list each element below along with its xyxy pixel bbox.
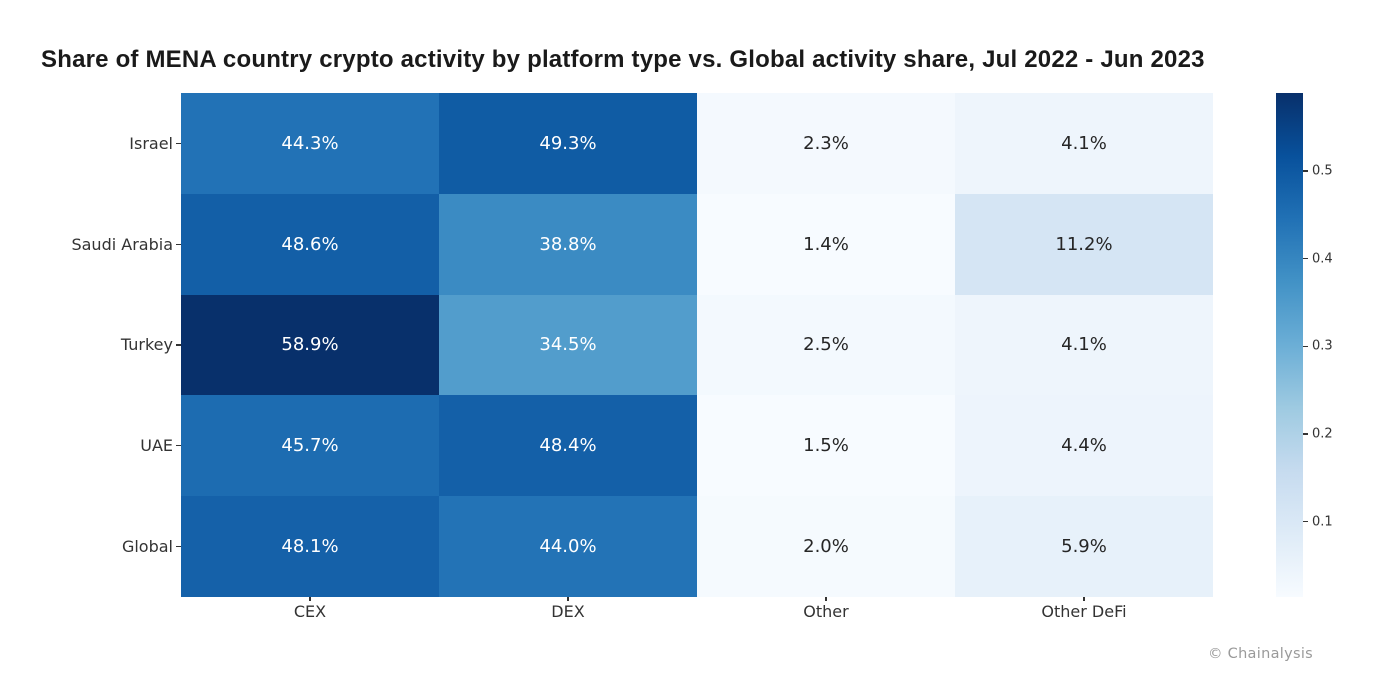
y-tick-mark — [176, 545, 181, 548]
y-tick-label: Turkey — [120, 335, 173, 355]
colorbar-tick-label: 0.2 — [1312, 426, 1333, 442]
y-tick-mark — [176, 344, 181, 346]
heatmap-cell: 48.1% — [181, 496, 439, 597]
y-tick-label: Saudi Arabia — [71, 234, 173, 254]
heatmap-cell: 48.4% — [439, 395, 697, 497]
colorbar-tick-mark — [1303, 520, 1308, 523]
heatmap-cell: 4.1% — [955, 294, 1213, 396]
x-tick-mark — [567, 597, 569, 601]
colorbar-tick-label: 0.4 — [1312, 251, 1333, 267]
x-tick-label: DEX — [551, 602, 585, 621]
chart-title: Share of MENA country crypto activity by… — [41, 46, 1205, 73]
y-tick-label: Israel — [129, 133, 173, 153]
colorbar-tick-label: 0.5 — [1312, 163, 1333, 179]
colorbar-tick-mark — [1303, 170, 1308, 172]
colorbar-tick-label: 0.3 — [1312, 338, 1333, 354]
heatmap-cell: 45.7% — [181, 395, 439, 497]
heatmap-cell: 48.6% — [181, 193, 439, 295]
x-tick-label: Other DeFi — [1041, 602, 1127, 621]
x-tick-mark — [309, 597, 311, 601]
heatmap-cell: 1.5% — [697, 395, 955, 497]
y-axis-labels: Israel Saudi Arabia Turkey UAE Global — [0, 93, 173, 597]
x-axis-labels: CEX DEX Other Other DeFi — [181, 602, 1213, 621]
y-tick-mark — [176, 142, 181, 145]
heatmap-cell: 38.8% — [439, 193, 697, 295]
heatmap-cell: 44.3% — [181, 93, 439, 194]
colorbar-tick-mark — [1303, 345, 1308, 347]
colorbar-tick-mark — [1303, 433, 1308, 435]
heatmap-cell: 4.1% — [955, 93, 1213, 194]
heatmap-cell: 4.4% — [955, 395, 1213, 497]
y-tick-label: UAE — [140, 436, 173, 456]
x-tick-label: Other — [803, 602, 849, 621]
heatmap-cell: 2.3% — [697, 93, 955, 194]
colorbar-tick-mark — [1303, 258, 1308, 260]
y-tick-mark — [176, 445, 181, 447]
heatmap-cell: 58.9% — [181, 294, 439, 396]
heatmap-cell: 2.0% — [697, 496, 955, 597]
attribution: © Chainalysis — [1207, 646, 1313, 662]
x-tick-label: CEX — [293, 602, 327, 621]
colorbar — [1276, 93, 1303, 597]
heatmap-cell: 34.5% — [439, 294, 697, 396]
heatmap-cell: 2.5% — [697, 294, 955, 396]
x-tick-mark — [825, 597, 827, 601]
colorbar-tick-label: 0.1 — [1312, 514, 1333, 530]
heatmap-cell: 44.0% — [439, 496, 697, 597]
y-tick-mark — [176, 243, 181, 245]
y-tick-label: Global — [121, 537, 173, 557]
heatmap-grid: 44.3% 49.3% 2.3% 4.1% 48.6% 38.8% 1.4% 11.2% 58.… — [181, 93, 1213, 597]
heatmap-cell: 1.4% — [697, 193, 955, 295]
heatmap-cell: 5.9% — [955, 496, 1213, 597]
heatmap-cell: 11.2% — [955, 193, 1213, 295]
heatmap-cell: 49.3% — [439, 93, 697, 194]
x-tick-mark — [1083, 597, 1085, 601]
